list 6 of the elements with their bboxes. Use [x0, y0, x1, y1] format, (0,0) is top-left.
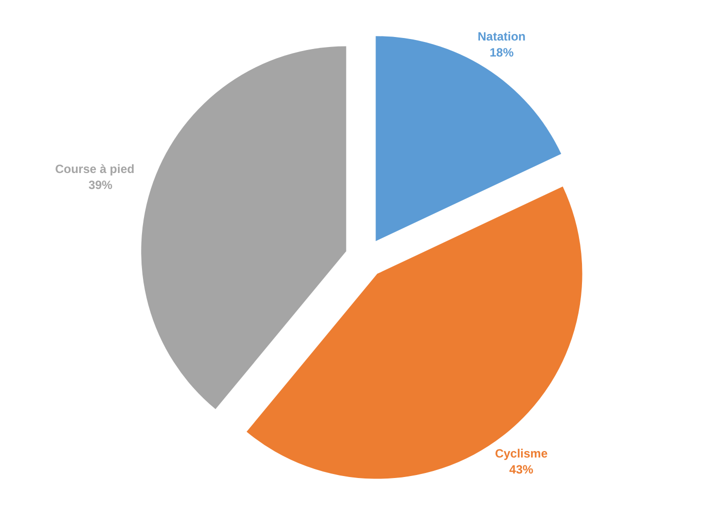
slice-label: Course à pied: [55, 162, 134, 176]
data-label: 39%: [88, 178, 113, 192]
slice-label: Cyclisme: [494, 446, 548, 460]
data-label: 43%: [509, 462, 534, 476]
data-label: 18%: [490, 46, 514, 60]
slice-label: Natation: [478, 30, 526, 44]
